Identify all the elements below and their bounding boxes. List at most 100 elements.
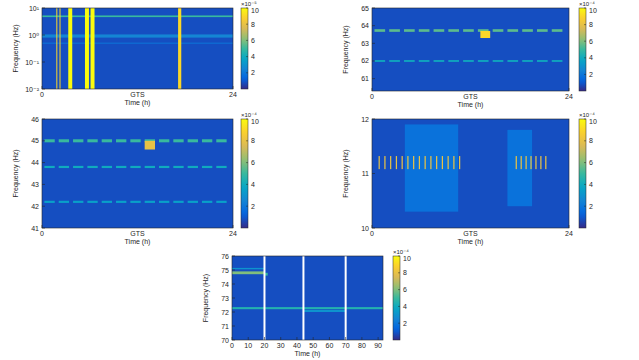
colorbar-tick [246, 24, 248, 25]
x-tick-label: 24 [229, 230, 237, 237]
cell [522, 29, 533, 32]
cell [73, 139, 83, 142]
cell [480, 31, 490, 38]
y-tick-label: 42 [31, 203, 39, 210]
colorbar-tick [584, 119, 586, 120]
cell [419, 29, 430, 32]
colorbar-tick-label: 6 [589, 159, 593, 166]
x-tick [372, 88, 373, 91]
x-tick-label: 0 [370, 230, 374, 237]
cell [232, 268, 264, 269]
colorbar-tick [398, 306, 400, 307]
cell [87, 201, 97, 203]
frame [232, 256, 383, 340]
cell [87, 139, 97, 142]
x-tick [264, 337, 265, 340]
cell [402, 156, 403, 169]
cell [507, 130, 532, 206]
y-tick [42, 35, 45, 36]
cell [102, 166, 112, 168]
x-tick-label: 24 [229, 91, 237, 98]
cell [419, 156, 420, 169]
panel-break [302, 256, 304, 340]
x-tick [296, 337, 297, 340]
y-axis-label: Frequency (Hz) [202, 274, 210, 322]
cell [448, 156, 449, 169]
y-tick [372, 119, 375, 120]
x-axis-label: Time (h) [295, 350, 321, 358]
cell [145, 141, 155, 150]
colorbar-tick [398, 256, 400, 257]
y-tick [232, 256, 235, 257]
colorbar-label: ×10⁻⁴ [579, 112, 595, 118]
colorbar-label: ×10⁻⁴ [241, 112, 257, 118]
y-tick-label: 10¹ [29, 5, 40, 12]
y-axis-label: Frequency (Hz) [12, 24, 20, 72]
cell [537, 29, 548, 32]
cell [159, 201, 169, 203]
y-tick [372, 25, 375, 26]
frame [372, 8, 569, 91]
y-tick-label: 10⁻² [25, 86, 39, 93]
x-tick-label: 0 [40, 230, 44, 237]
cell [159, 166, 169, 168]
colorbar-tick-label: 10 [251, 118, 259, 125]
x-tick-label: 10 [244, 342, 252, 349]
y-tick [42, 119, 45, 120]
cell [404, 60, 415, 62]
colorbar-tick-label: 2 [403, 320, 407, 327]
cell [434, 29, 445, 32]
colorbar-tick [584, 184, 586, 185]
annotation: GTS [130, 230, 145, 237]
y-tick-label: 64 [361, 22, 369, 29]
y-tick-label: 12 [361, 116, 369, 123]
y-tick [372, 43, 375, 44]
colorbar-tick-label: 2 [589, 71, 593, 78]
colorbar-tick-label: 8 [251, 21, 255, 28]
y-tick [232, 270, 235, 271]
x-tick [42, 86, 43, 89]
y-tick [232, 284, 235, 285]
x-tick [329, 337, 330, 340]
cell [545, 156, 546, 169]
x-axis-label: Time (h) [458, 238, 484, 246]
cell [102, 201, 112, 203]
colorbar [241, 8, 248, 89]
y-tick-label: 45 [31, 137, 39, 144]
x-tick [248, 337, 249, 340]
cell [232, 271, 264, 274]
cell [493, 60, 504, 62]
cell [419, 60, 430, 62]
x-tick [378, 337, 379, 340]
cell [507, 29, 518, 32]
cell [145, 166, 155, 168]
y-tick-label: 10⁻¹ [25, 59, 39, 66]
colorbar-tick [584, 41, 586, 42]
plot-area [42, 119, 233, 228]
colorbar-tick-label: 4 [589, 54, 593, 61]
cell [521, 156, 522, 169]
cell [232, 256, 383, 340]
colorbar-tick-label: 4 [251, 53, 255, 60]
cell [159, 139, 169, 142]
cell [425, 156, 426, 169]
cell [102, 139, 112, 142]
plot-area [232, 256, 383, 340]
y-tick [372, 78, 375, 79]
colorbar-tick [398, 323, 400, 324]
cell [73, 201, 83, 203]
colorbar-tick-label: 4 [589, 181, 593, 188]
y-tick-label: 62 [361, 57, 369, 64]
panel-break [345, 256, 347, 340]
cell [525, 156, 526, 169]
colorbar [579, 8, 586, 91]
y-tick-label: 44 [31, 159, 39, 166]
colorbar-tick-label: 4 [251, 181, 255, 188]
y-tick [42, 206, 45, 207]
cell [202, 201, 212, 203]
cell [434, 60, 445, 62]
y-tick-label: 43 [31, 181, 39, 188]
colorbar-tick-label: 2 [251, 203, 255, 210]
colorbar [241, 119, 248, 228]
cell [396, 156, 397, 169]
